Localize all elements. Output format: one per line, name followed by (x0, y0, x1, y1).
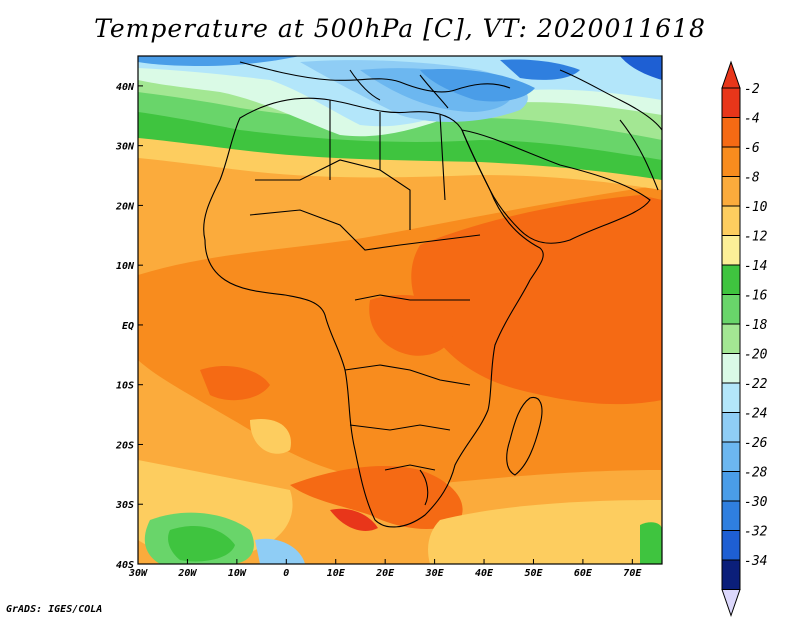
grads-credit: GrADS: IGES/COLA (6, 604, 103, 615)
colorbar-bottom-arrow (721, 589, 741, 618)
colorbar-label: -12 (744, 230, 768, 245)
colorbar-label: -2 (744, 82, 760, 97)
y-tick-label: 10S (116, 381, 134, 392)
map-title: Temperature at 500hPa [C], VT: 202001161… (94, 14, 706, 43)
y-tick-label: 20S (115, 440, 134, 451)
x-tick-label: 10W (228, 568, 247, 579)
y-tick-label: 30S (115, 500, 134, 511)
colorbar-swatch (721, 87, 741, 118)
colorbar-label: -8 (744, 171, 760, 186)
x-tick-label: 20E (375, 568, 395, 579)
colorbar-label: -10 (744, 200, 768, 215)
colorbar-swatch (721, 412, 741, 443)
plot-frame (137, 55, 663, 565)
colorbar-top-arrow (721, 60, 741, 89)
colorbar-swatch (721, 117, 741, 148)
colorbar: -2 -4 -6 -8 -10 -12 -14 -16 -18 -20 -22 -24 -26 -28 -3… (721, 60, 768, 618)
colorbar-swatch (721, 146, 741, 177)
temperature-field (138, 56, 662, 564)
y-axis: 40N 30N 20N 10N EQ 10S 20S 30S 40S (115, 82, 143, 571)
x-tick-label: 70E (623, 568, 642, 579)
x-tick-label: 50E (524, 568, 543, 579)
colorbar-swatch (721, 294, 741, 325)
colorbar-label: -16 (744, 289, 768, 304)
colorbar-swatch (721, 530, 741, 561)
x-tick-label: 20W (177, 568, 197, 579)
colorbar-swatch (721, 353, 741, 384)
colorbar-label: -28 (744, 466, 768, 481)
y-tick-label: 30N (115, 142, 135, 153)
colorbar-swatch (721, 500, 741, 531)
colorbar-swatch (721, 441, 741, 472)
x-tick-label: 30W (128, 568, 148, 579)
y-tick-label: 40N (116, 82, 135, 93)
colorbar-swatch (721, 382, 741, 413)
x-axis: 30W 20W 10W 0 10E 20E 30E 40E 50E 60E 70E (128, 559, 642, 579)
y-tick-label: 20N (115, 201, 135, 212)
coastlines (203, 61, 662, 528)
x-tick-label: 0 (283, 568, 289, 579)
colorbar-label: -32 (744, 525, 768, 540)
colorbar-label: -18 (744, 318, 768, 333)
x-tick-label: 30E (425, 568, 445, 579)
colorbar-label: -24 (744, 407, 767, 422)
x-tick-label: 60E (574, 568, 593, 579)
y-tick-label: 40S (116, 560, 134, 571)
x-tick-label: 10E (327, 568, 346, 579)
y-tick-label: 10N (116, 261, 135, 272)
colorbar-swatch (721, 264, 741, 295)
colorbar-label: -4 (744, 112, 760, 127)
colorbar-swatch (721, 323, 741, 354)
colorbar-swatch (721, 235, 741, 266)
y-tick-label: EQ (122, 321, 134, 332)
colorbar-label: -6 (744, 141, 760, 156)
x-tick-label: 40E (475, 568, 494, 579)
colorbar-label: -14 (744, 259, 767, 274)
colorbar-label: -22 (744, 377, 768, 392)
colorbar-swatch (721, 205, 741, 236)
colorbar-swatch (721, 559, 741, 590)
colorbar-swatch (721, 471, 741, 502)
colorbar-label: -26 (744, 436, 768, 451)
colorbar-label: -30 (744, 495, 768, 510)
colorbar-label: -34 (744, 554, 767, 569)
colorbar-swatch (721, 176, 741, 207)
colorbar-label: -20 (744, 348, 768, 363)
